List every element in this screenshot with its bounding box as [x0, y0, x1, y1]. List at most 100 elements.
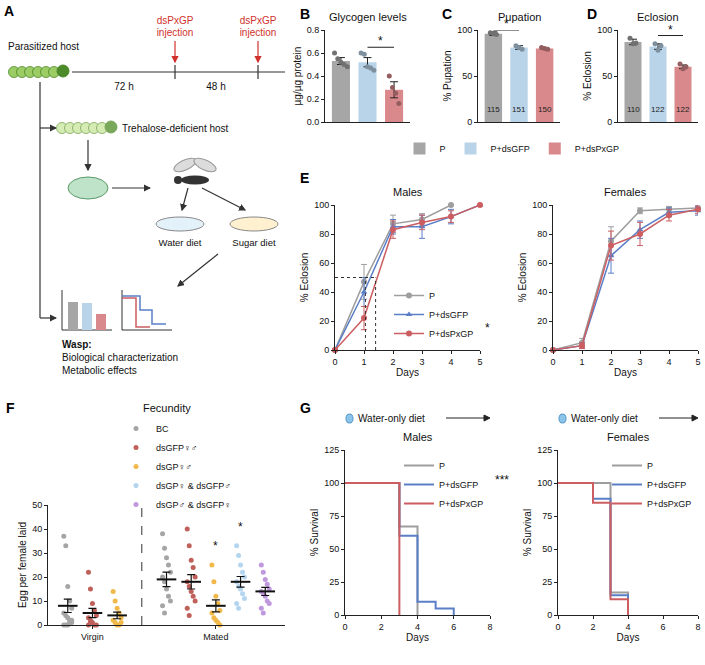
svg-text:0: 0	[550, 357, 555, 367]
svg-text:50: 50	[542, 544, 552, 554]
svg-text:110: 110	[627, 105, 640, 114]
svg-text:0: 0	[342, 622, 347, 632]
svg-text:72 h: 72 h	[114, 81, 133, 92]
svg-text:Water-only diet: Water-only diet	[358, 413, 425, 424]
svg-text:Days: Days	[614, 367, 637, 378]
svg-text:Water diet: Water diet	[159, 237, 202, 248]
svg-text:P+dsPxGP: P+dsPxGP	[439, 499, 483, 509]
svg-text:4: 4	[448, 357, 453, 367]
svg-text:75: 75	[329, 511, 339, 521]
svg-text:2: 2	[608, 357, 613, 367]
svg-text:100: 100	[532, 200, 547, 210]
svg-text:0: 0	[467, 117, 472, 127]
svg-text:Parasitized host: Parasitized host	[8, 41, 79, 52]
svg-text:0.8: 0.8	[307, 25, 320, 35]
svg-text:Days: Days	[396, 367, 419, 378]
svg-text:0: 0	[324, 345, 329, 355]
svg-text:48 h: 48 h	[206, 81, 225, 92]
svg-text:P: P	[429, 291, 435, 301]
svg-text:100: 100	[597, 25, 612, 35]
svg-text:115: 115	[487, 105, 500, 114]
svg-text:40: 40	[319, 287, 329, 297]
svg-text:dsPxGP: dsPxGP	[240, 15, 277, 26]
svg-text:% Eclosion: % Eclosion	[299, 253, 310, 302]
svg-text:D: D	[587, 6, 597, 22]
svg-text:*: *	[238, 520, 243, 534]
svg-text:3: 3	[419, 357, 424, 367]
svg-text:0.0: 0.0	[307, 117, 320, 127]
svg-text:80: 80	[537, 229, 547, 239]
svg-text:0: 0	[334, 610, 339, 620]
svg-text:*: *	[668, 23, 673, 37]
svg-text:P: P	[647, 461, 653, 471]
svg-text:8: 8	[487, 622, 492, 632]
svg-text:P+dsGFP: P+dsGFP	[647, 480, 686, 490]
svg-text:P: P	[440, 144, 446, 154]
svg-text:20: 20	[32, 572, 42, 582]
svg-text:50: 50	[602, 71, 612, 81]
svg-text:0: 0	[547, 610, 552, 620]
svg-text:B: B	[300, 6, 310, 22]
svg-text:Females: Females	[607, 431, 650, 443]
svg-text:2: 2	[590, 622, 595, 632]
svg-text:125: 125	[324, 445, 339, 455]
svg-text:% Eclosion: % Eclosion	[517, 253, 528, 302]
svg-text:0.4: 0.4	[307, 71, 320, 81]
svg-text:injection: injection	[157, 27, 194, 38]
svg-text:0: 0	[542, 345, 547, 355]
svg-text:2: 2	[390, 357, 395, 367]
svg-text:P+dsGFP: P+dsGFP	[491, 144, 530, 154]
svg-text:20: 20	[537, 316, 547, 326]
svg-text:5: 5	[695, 357, 700, 367]
svg-text:5: 5	[477, 357, 482, 367]
svg-text:Wasp:: Wasp:	[62, 339, 92, 350]
svg-text:50: 50	[329, 544, 339, 554]
svg-text:P+dsGFP: P+dsGFP	[429, 310, 468, 320]
svg-text:P+dsPxGP: P+dsPxGP	[429, 329, 473, 339]
svg-text:60: 60	[319, 258, 329, 268]
svg-text:125: 125	[537, 445, 552, 455]
svg-text:100: 100	[457, 25, 472, 35]
svg-text:dsGP♂ & dsGFP♀: dsGP♂ & dsGFP♀	[156, 500, 231, 510]
svg-text:100: 100	[324, 478, 339, 488]
svg-text:µg/µg protein: µg/µg protein	[292, 47, 303, 106]
svg-text:dsGFP♀♂: dsGFP♀♂	[156, 443, 198, 453]
svg-text:% Pupation: % Pupation	[442, 50, 453, 101]
svg-text:25: 25	[329, 577, 339, 587]
svg-text:dsGP♀ & dsGFP♂: dsGP♀ & dsGFP♂	[156, 481, 231, 491]
svg-text:Trehalose-deficient host: Trehalose-deficient host	[122, 123, 229, 134]
svg-text:% Survival: % Survival	[522, 509, 533, 556]
svg-text:Fecundity: Fecundity	[143, 402, 191, 414]
svg-text:Metabolic effects: Metabolic effects	[62, 365, 137, 376]
svg-text:G: G	[300, 400, 311, 416]
svg-text:20: 20	[319, 316, 329, 326]
svg-text:3: 3	[637, 357, 642, 367]
svg-text:injection: injection	[240, 27, 277, 38]
svg-text:% Eclosion: % Eclosion	[582, 51, 593, 100]
svg-text:***: ***	[495, 473, 509, 487]
svg-text:40: 40	[537, 287, 547, 297]
svg-text:6: 6	[660, 622, 665, 632]
svg-text:0.2: 0.2	[307, 94, 320, 104]
svg-text:150: 150	[538, 105, 552, 114]
svg-text:A: A	[4, 3, 14, 19]
svg-text:75: 75	[542, 511, 552, 521]
svg-text:50: 50	[462, 71, 472, 81]
svg-text:122: 122	[651, 105, 665, 114]
svg-text:Eclosion: Eclosion	[637, 11, 679, 23]
svg-text:0: 0	[555, 622, 560, 632]
svg-text:BC: BC	[156, 424, 169, 434]
svg-text:Males: Males	[393, 186, 423, 198]
svg-text:10: 10	[32, 596, 42, 606]
svg-text:122: 122	[676, 105, 690, 114]
svg-text:60: 60	[537, 258, 547, 268]
svg-text:4: 4	[625, 622, 630, 632]
svg-text:4: 4	[666, 357, 671, 367]
svg-text:2: 2	[379, 622, 384, 632]
svg-text:% Survival: % Survival	[309, 509, 320, 556]
svg-text:151: 151	[512, 105, 526, 114]
svg-text:Days: Days	[406, 632, 429, 643]
svg-text:0.6: 0.6	[307, 48, 320, 58]
svg-text:Sugar diet: Sugar diet	[232, 237, 276, 248]
svg-text:Water-only diet: Water-only diet	[571, 413, 638, 424]
